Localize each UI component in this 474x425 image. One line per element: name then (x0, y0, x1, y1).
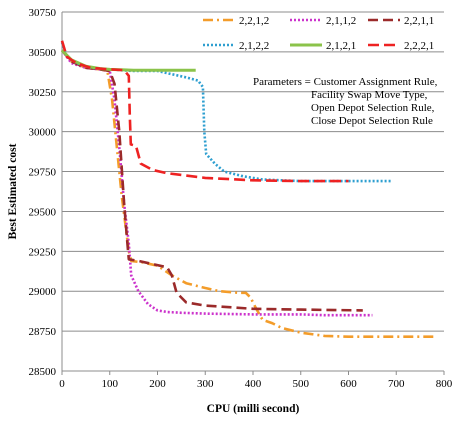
x-tick-label: 0 (59, 378, 65, 390)
tick-labels: 28500 28750 29000 29250 29500 29750 30000 30250… (29, 7, 453, 390)
parameters-annotation: Parameters = Customer Assignment Rule,Fa… (253, 76, 438, 127)
legend-label: 2,2,1,2 (239, 15, 269, 27)
x-tick-label: 100 (102, 378, 119, 390)
y-tick-label: 29250 (29, 246, 57, 258)
legend-label: 2,1,1,2 (326, 15, 356, 27)
axes (61, 12, 444, 372)
y-tick-label: 29750 (29, 167, 57, 179)
annotation-line: Facility Swap Move Type, (311, 89, 428, 101)
x-tick-label: 300 (197, 378, 214, 390)
x-axis-label: CPU (milli second) (207, 403, 300, 415)
y-tick-label: 28750 (29, 326, 57, 338)
x-tick-label: 400 (245, 378, 262, 390)
series-line-2-2-2-1 (60, 40, 349, 183)
grid-lines (62, 11, 444, 372)
x-tick-label: 500 (293, 378, 310, 390)
y-tick-label: 28500 (29, 366, 57, 378)
x-tick-label: 600 (340, 378, 357, 390)
legend: 2,2,1,2 2,1,1,2 2,2,1,1 2,1,2,2 2,1,2,1 2,2,2… (203, 15, 434, 52)
y-tick-label: 30750 (29, 7, 57, 19)
legend-label: 2,1,2,1 (326, 40, 356, 52)
annotation-line: Parameters = Customer Assignment Rule, (253, 76, 438, 88)
x-tick-label: 200 (149, 378, 166, 390)
x-tick-label: 700 (388, 378, 405, 390)
annotation-line: Close Depot Selection Rule (311, 115, 433, 127)
annotation-line: Open Depot Selection Rule, (311, 102, 435, 114)
series-line-2-2-1-2 (61, 49, 435, 338)
legend-label: 2,1,2,2 (239, 40, 269, 52)
x-tick-label: 800 (436, 378, 453, 390)
series-lines (60, 40, 435, 338)
y-tick-label: 30250 (29, 87, 57, 99)
y-tick-label: 29500 (29, 206, 57, 218)
legend-label: 2,2,1,1 (404, 15, 434, 27)
y-tick-label: 30000 (29, 127, 57, 139)
y-tick-label: 29000 (29, 286, 57, 298)
y-axis-label: Best Estimated cost (7, 143, 19, 239)
legend-label: 2,2,2,1 (404, 40, 434, 52)
y-tick-label: 30500 (29, 47, 57, 59)
